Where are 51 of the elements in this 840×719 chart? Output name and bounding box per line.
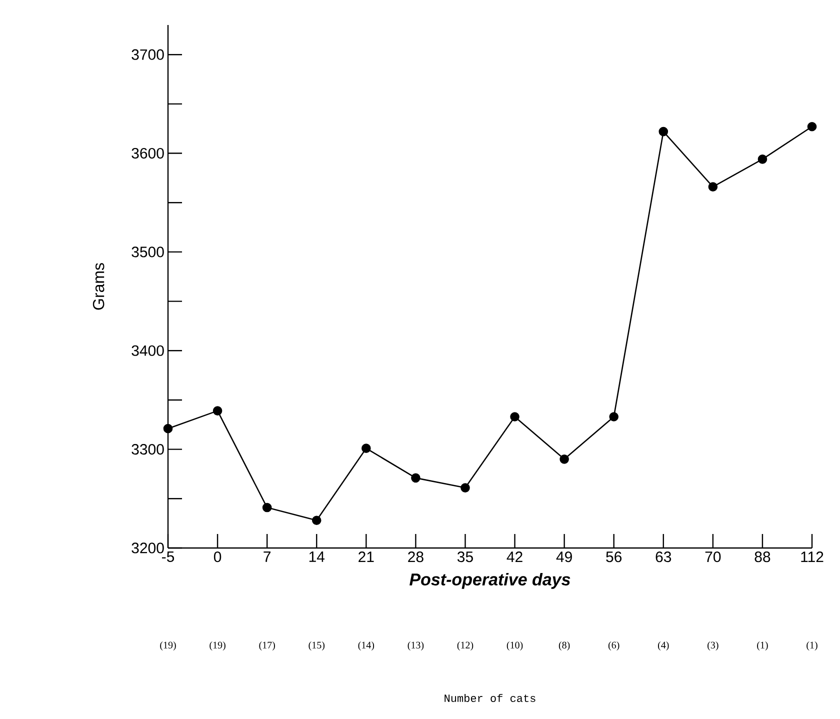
x-tick-label: 28 <box>408 552 424 562</box>
point <box>807 122 817 132</box>
x-tick-label: 0 <box>214 552 222 562</box>
point <box>609 412 618 422</box>
text: (19) <box>160 641 176 651</box>
y-tick-label: 3400 <box>132 345 164 356</box>
text: (15) <box>308 641 325 651</box>
point <box>163 424 173 434</box>
point <box>708 182 718 192</box>
y-tick-label: 3500 <box>132 246 164 258</box>
x-tick-label: 14 <box>309 552 325 562</box>
text: Number of cats <box>444 694 536 702</box>
text: (4) <box>658 641 669 651</box>
x-tick-label: 112 <box>801 552 824 562</box>
y-tick-label: 3600 <box>132 148 164 159</box>
x-axis-title: Post-operative days <box>410 573 570 589</box>
point <box>212 406 222 416</box>
point <box>312 516 322 526</box>
point <box>560 454 569 464</box>
point <box>262 502 272 512</box>
text: (19) <box>210 641 226 651</box>
y-tick-label: 3700 <box>132 49 164 60</box>
x-tick-label: 35 <box>457 552 473 562</box>
point <box>460 483 470 492</box>
text: (1) <box>757 641 768 651</box>
x-tick-label: 88 <box>754 552 770 562</box>
point <box>362 444 371 453</box>
point <box>758 154 768 164</box>
y-tick-label: 3200 <box>132 542 164 554</box>
text: (14) <box>358 641 374 651</box>
point <box>411 473 420 483</box>
text: (12) <box>457 641 474 651</box>
text: (3) <box>708 641 718 651</box>
y-axis-title: Grams <box>92 263 104 310</box>
text: (8) <box>558 641 570 651</box>
x-tick-label: 49 <box>556 552 572 562</box>
text: (10) <box>506 641 523 651</box>
x-tick-label: 70 <box>705 552 721 562</box>
x-tick-label: 63 <box>656 552 672 562</box>
x-tick-label: 21 <box>358 552 374 562</box>
text: (13) <box>408 641 424 651</box>
text: (17) <box>259 641 275 651</box>
y-tick-label: 3300 <box>132 444 164 455</box>
x-tick-label: 56 <box>606 552 622 562</box>
x-tick-label: 7 <box>264 552 270 562</box>
text: (1) <box>806 641 818 651</box>
point <box>510 412 520 422</box>
x-tick-label: 42 <box>506 552 522 562</box>
x-tick-label: -5 <box>162 552 174 562</box>
text: (6) <box>608 641 620 651</box>
point <box>658 126 668 136</box>
